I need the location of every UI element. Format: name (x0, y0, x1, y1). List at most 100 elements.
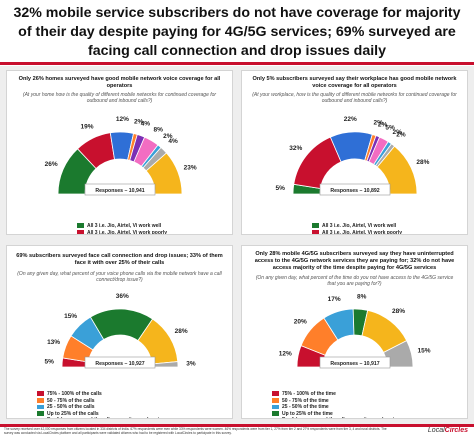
slice-label: 15% (64, 313, 77, 320)
legend-item: Up to 25% of the time (272, 411, 409, 418)
panel-title: Only 5% subscribers surveyed say their w… (252, 76, 457, 89)
legend-label: All 3 i.e. Jio, Airtel, Vi work poorly (87, 229, 168, 235)
legend-item: All 3 i.e. Jio, Airtel, Vi work poorly (312, 229, 433, 235)
panel-workplace-coverage: Only 5% subscribers surveyed say their w… (241, 70, 468, 235)
panel-title: Only 26% homes surveyed have good mobile… (18, 76, 221, 89)
chart-legend: All 3 i.e. Jio, Airtel, Vi work well All … (77, 223, 198, 235)
slice-label: 2% (396, 132, 406, 139)
legend-item: 50 - 75% of the calls (37, 398, 174, 405)
legend-label: 25 - 50% of the time (282, 404, 329, 411)
pie-chart-home: 26%19%12% 2%4%8%2%4%23%Responses – 10,941 (45, 116, 197, 196)
legend-label: 75% - 100% of the time (282, 391, 336, 397)
legend-item: 75% - 100% of the calls (37, 391, 174, 398)
responses-box (319, 356, 391, 369)
legend-label: 50 - 75% of the time (282, 397, 329, 404)
legend-label: Up to 25% of the calls (47, 410, 99, 417)
panel-question: (On any given day, what percent of the t… (255, 275, 454, 288)
responses-count: Responses – 10,941 (95, 188, 144, 194)
legend-item: 25 - 50% of the time (272, 404, 409, 411)
chart-legend: 75% - 100% of the calls 50 - 75% of the c… (37, 391, 174, 418)
legend-swatch (37, 398, 44, 403)
pie-chart-4g-access: 12% 20% 17% 8% 28% 15% Responses – 10,917 (279, 293, 431, 369)
slice-label: 2% (163, 133, 173, 140)
panel-home-coverage: Only 26% homes surveyed have good mobile… (6, 70, 233, 235)
responses-count: Responses – 10,917 (330, 361, 379, 367)
slice-label: 4% (168, 138, 178, 145)
chart-legend: All 3 i.e. Jio, Airtel, Vi work well All … (312, 223, 433, 235)
slice-label: 28% (392, 308, 405, 315)
legend-item: 75% - 100% of the time (272, 391, 409, 398)
slice-label: 8% (357, 293, 367, 300)
slice-label: 4% (141, 120, 151, 127)
banner: 32% mobile service subscribers do not ha… (0, 0, 474, 62)
slice-label: 5% (385, 125, 395, 132)
slice-label: 19% (80, 124, 93, 131)
legend-label: All 3 i.e. Jio, Airtel, Vi work poorly (322, 229, 403, 235)
pie-slice (382, 340, 414, 368)
legend-swatch (312, 223, 319, 228)
legend-item: All 3 i.e. Jio, Airtel, Vi work well (312, 223, 433, 230)
slice-label: 28% (416, 159, 429, 166)
slice-label: 28% (175, 328, 188, 335)
logo-circles: Circles (444, 427, 468, 434)
logo-local: Local (427, 427, 445, 434)
legend-label: Don't have any mobile call connection or… (282, 417, 409, 418)
slice-label: 20% (294, 319, 307, 326)
slice-label: 5% (45, 358, 55, 365)
legend-label: 25 - 50% of the calls (47, 404, 95, 411)
banner-divider (0, 62, 474, 65)
pie-chart-workplace: 5%32%22%2%2%5%2%2%28%Responses – 10,892 (276, 116, 430, 196)
legend-swatch (272, 417, 279, 418)
panel-question: (On any given day, what percent of your … (17, 271, 222, 284)
responses-box (84, 183, 156, 196)
slice-label: 15% (418, 347, 431, 354)
legend-item: Don't have any mobile call connection or… (272, 417, 409, 418)
slice-label: 2% (392, 129, 402, 136)
legend-label: All 3 i.e. Jio, Airtel, Vi work well (87, 223, 162, 229)
legend-swatch (37, 404, 44, 410)
slice-label: 26% (45, 161, 58, 168)
slice-label: 2% (134, 118, 144, 125)
pie-chart-call-drop: 5% 13% 15% 36% 28% 3% Responses – 10,927 (45, 293, 196, 369)
legend-item: 50 - 75% of the time (272, 398, 409, 405)
chart-grid: Only 26% homes surveyed have good mobile… (0, 66, 474, 424)
panel-call-drop: 69% subscribers surveyed face call conne… (6, 245, 233, 419)
slice-label: 36% (116, 293, 129, 300)
footer-divider (0, 424, 474, 427)
panel-4g-access: Only 28% mobile 4G/5G subscribers survey… (241, 245, 468, 419)
legend-label: All 3 i.e. Jio, Airtel, Vi work well (322, 223, 397, 229)
slice-label: 2% (378, 121, 388, 128)
panel-title: 69% subscribers surveyed face call conne… (16, 253, 223, 266)
legend-swatch (37, 417, 44, 418)
panel-title: Only 28% mobile 4G/5G subscribers survey… (254, 251, 455, 271)
footer-note: The survey received over 42,000 response… (4, 427, 387, 435)
slice-label: 2% (373, 120, 383, 127)
slice-label: 13% (47, 339, 60, 346)
legend-swatch (37, 411, 44, 416)
slice-label: 8% (153, 126, 163, 133)
slice-label: 32% (289, 145, 302, 152)
legend-swatch (37, 391, 44, 396)
footer: The survey received over 42,000 response… (0, 427, 474, 437)
slice-label: 17% (328, 296, 341, 303)
pie-slice (376, 145, 418, 195)
legend-item: 25 - 50% of the calls (37, 404, 174, 411)
legend-label: 75% - 100% of the calls (47, 391, 102, 397)
legend-label: Don't have any mobile call connection or… (47, 417, 174, 418)
slice-label: 12% (279, 351, 292, 358)
slice-label: 23% (184, 164, 197, 171)
slice-label: 22% (344, 116, 357, 123)
localcircles-logo: LocalCircles (428, 427, 468, 434)
banner-title: 32% mobile service subscribers do not ha… (13, 5, 461, 59)
panel-question: (At your workplace, how is the quality o… (252, 92, 457, 105)
legend-label: 50 - 75% of the calls (47, 397, 95, 404)
legend-swatch (272, 411, 279, 416)
legend-swatch (77, 223, 84, 228)
legend-swatch (272, 404, 279, 410)
legend-item: Up to 25% of the calls (37, 411, 174, 418)
legend-label: Up to 25% of the time (282, 410, 333, 417)
legend-swatch (272, 398, 279, 403)
legend-swatch (272, 391, 279, 396)
chart-legend: 75% - 100% of the time 50 - 75% of the ti… (272, 391, 409, 418)
slice-label: 3% (186, 361, 196, 368)
